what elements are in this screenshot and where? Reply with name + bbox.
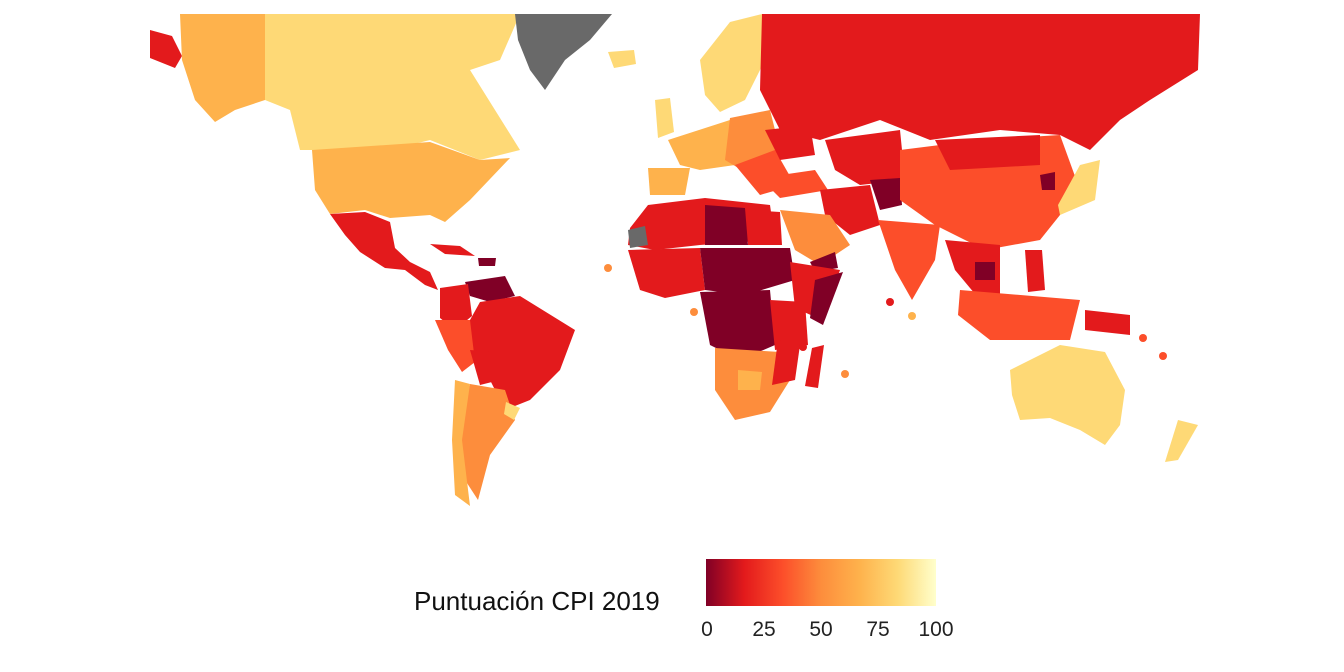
region-bolivia[interactable] <box>470 350 500 385</box>
region-indonesia[interactable] <box>958 290 1080 340</box>
region-seychelles[interactable] <box>908 312 916 320</box>
region-greenland[interactable] <box>515 14 612 90</box>
region-alaska[interactable] <box>150 30 182 68</box>
legend-tick-0: 0 <box>701 618 713 641</box>
region-maldives[interactable] <box>886 298 894 306</box>
region-png[interactable] <box>1085 310 1130 335</box>
region-cape-verde[interactable] <box>604 264 612 272</box>
region-sao-tome[interactable] <box>690 308 698 316</box>
region-russia[interactable] <box>760 14 1200 150</box>
region-peru[interactable] <box>435 320 475 372</box>
region-vanuatu[interactable] <box>1159 352 1167 360</box>
region-iberia[interactable] <box>648 168 690 195</box>
region-madagascar[interactable] <box>805 345 824 388</box>
region-sahel[interactable] <box>700 248 795 295</box>
region-usa[interactable] <box>312 142 510 222</box>
region-somalia[interactable] <box>810 272 843 325</box>
region-philippines[interactable] <box>1025 250 1045 292</box>
region-cambodia[interactable] <box>975 262 995 280</box>
region-comoros[interactable] <box>799 343 807 351</box>
legend-tick-100: 100 <box>918 618 954 641</box>
region-canada-west[interactable] <box>180 14 265 122</box>
region-uruguay[interactable] <box>504 402 520 420</box>
legend-title: Puntuación CPI 2019 <box>414 586 660 616</box>
region-botswana[interactable] <box>738 370 762 390</box>
region-central-asia[interactable] <box>825 130 905 185</box>
region-afghanistan[interactable] <box>870 178 902 210</box>
region-arabia[interactable] <box>780 210 850 265</box>
region-mauritius[interactable] <box>841 370 849 378</box>
region-australia[interactable] <box>1010 345 1125 445</box>
region-mongolia[interactable] <box>935 135 1040 170</box>
region-cuba[interactable] <box>430 244 475 256</box>
region-turkey[interactable] <box>760 170 828 198</box>
region-southeast-asia[interactable] <box>945 240 1000 300</box>
region-venezuela[interactable] <box>465 276 515 302</box>
region-uk[interactable] <box>655 98 674 138</box>
region-chile[interactable] <box>452 380 470 506</box>
region-hispaniola[interactable] <box>478 258 496 266</box>
region-colombia[interactable] <box>440 284 472 330</box>
region-korea-north[interactable] <box>1040 172 1055 190</box>
legend-color-bar <box>706 559 936 606</box>
region-brazil[interactable] <box>470 296 575 410</box>
legend-tick-75: 75 <box>866 618 890 641</box>
region-mexico[interactable] <box>330 212 438 290</box>
region-east-africa[interactable] <box>770 300 808 350</box>
region-japan[interactable] <box>1058 160 1100 215</box>
region-central-africa[interactable] <box>700 290 775 360</box>
country-shapes <box>150 14 1200 506</box>
region-scandinavia[interactable] <box>700 14 765 112</box>
region-west-africa[interactable] <box>628 248 705 298</box>
region-argentina[interactable] <box>460 384 515 500</box>
region-mozambique[interactable] <box>772 340 800 385</box>
region-new-zealand[interactable] <box>1165 420 1198 462</box>
region-egypt[interactable] <box>748 210 782 245</box>
region-iceland[interactable] <box>608 50 636 68</box>
region-western-sahara[interactable] <box>628 226 648 248</box>
region-solomon[interactable] <box>1139 334 1147 342</box>
region-canada[interactable] <box>265 14 520 160</box>
legend-tick-25: 25 <box>752 618 776 641</box>
region-libya[interactable] <box>705 205 748 245</box>
legend-tick-50: 50 <box>809 618 833 641</box>
region-india[interactable] <box>878 220 940 300</box>
